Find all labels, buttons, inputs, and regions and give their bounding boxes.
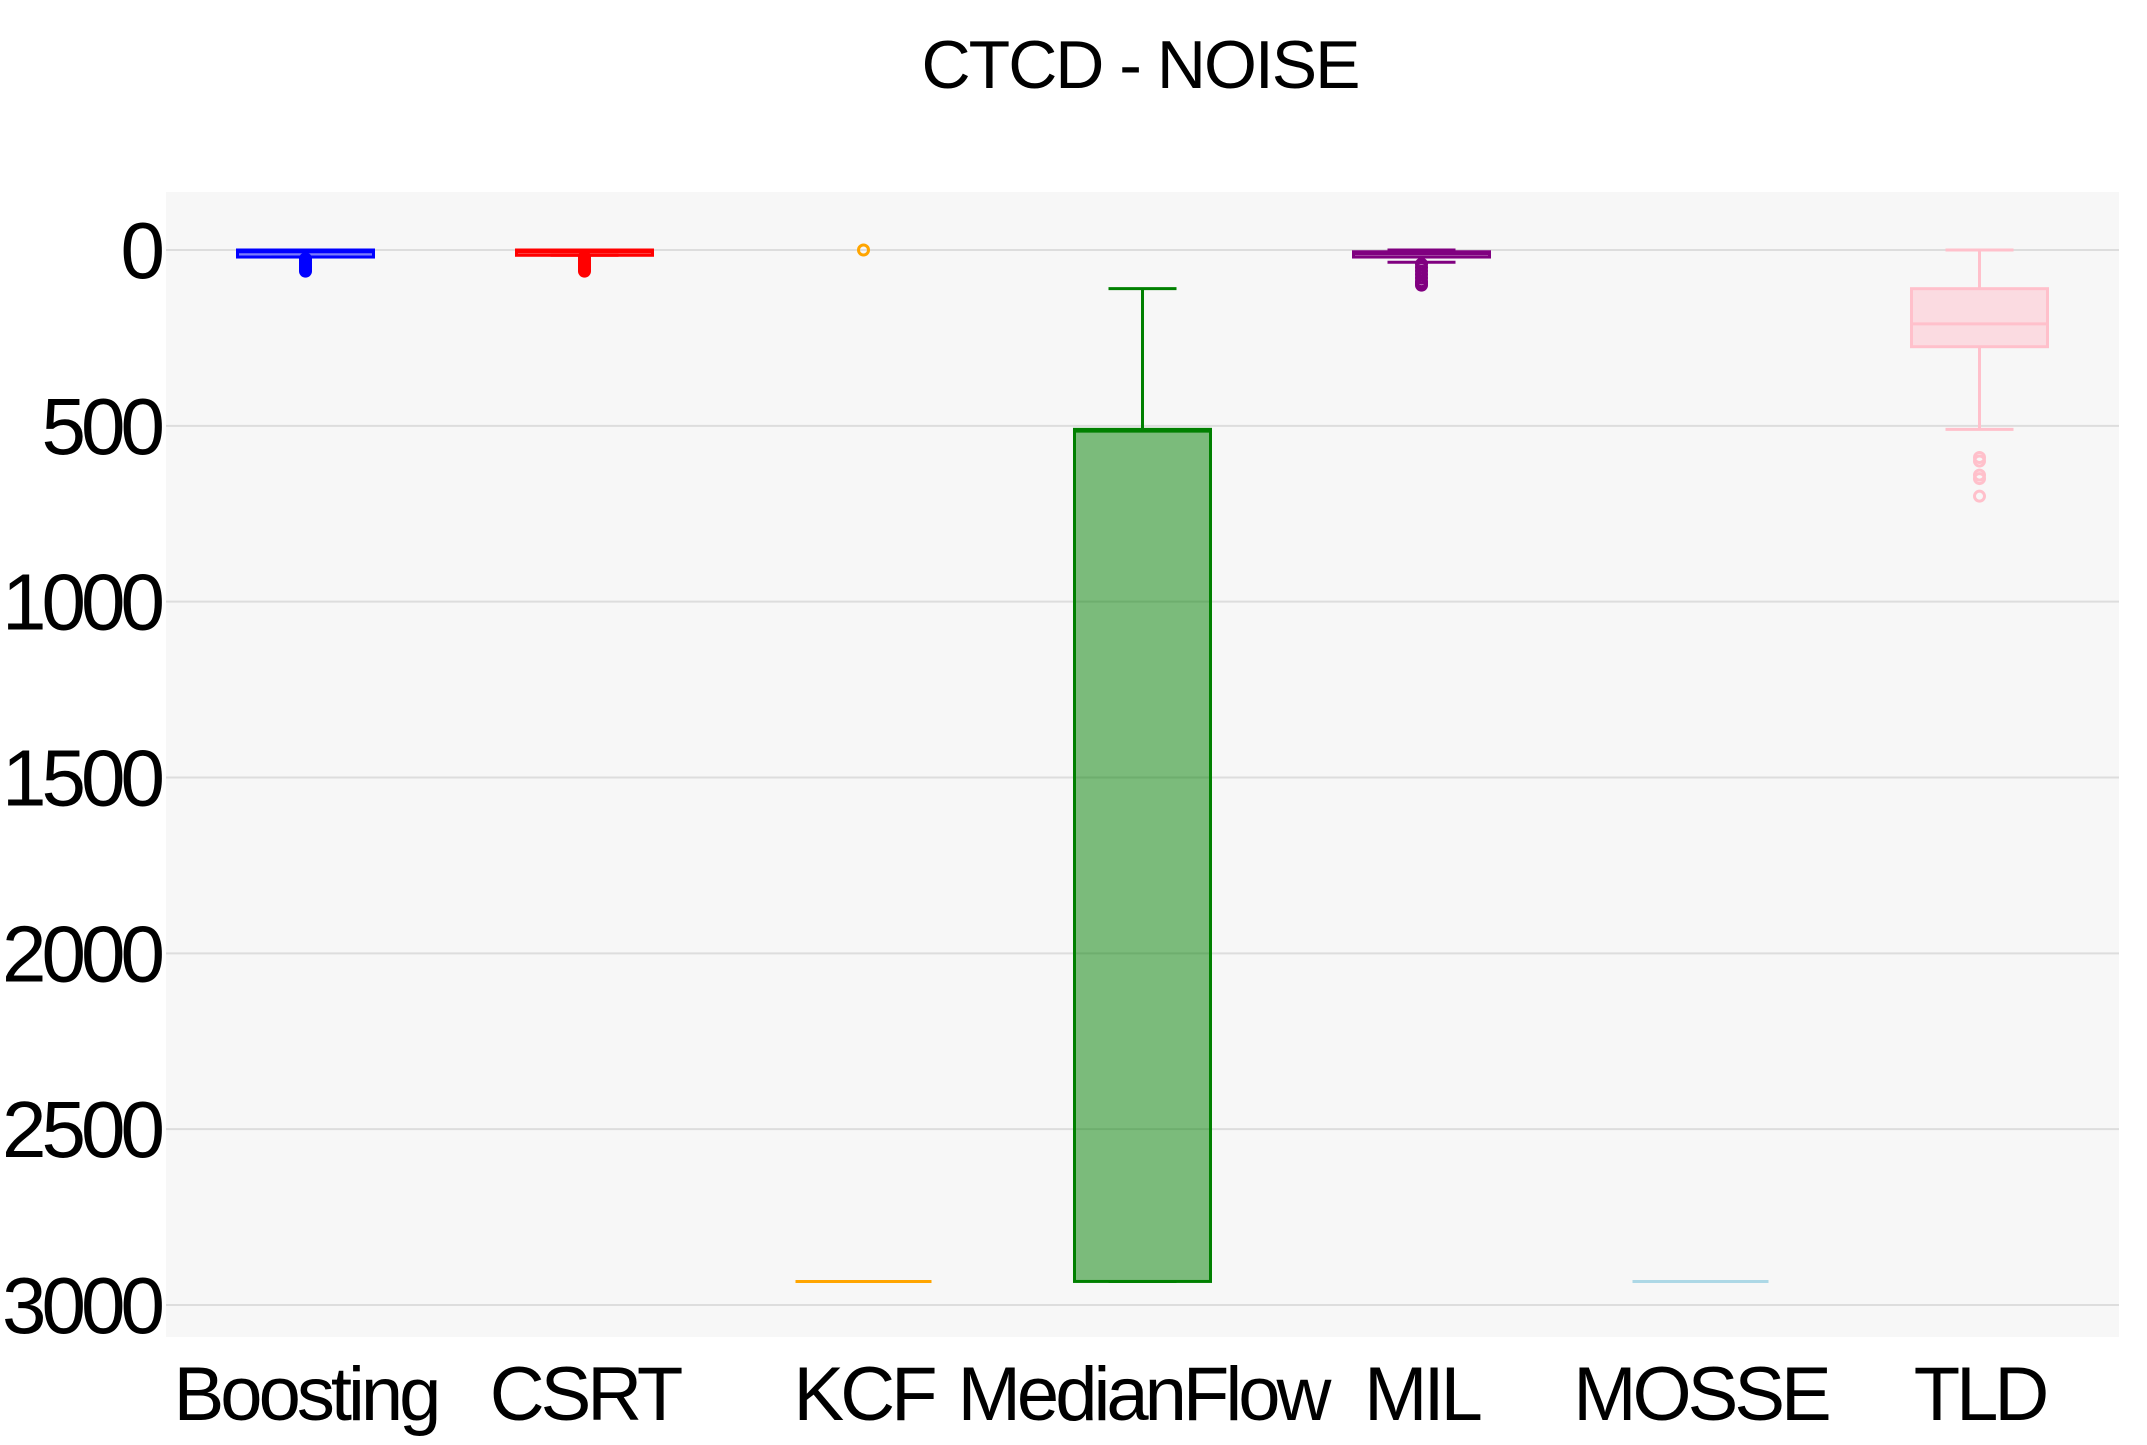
y-tick-label: 0: [121, 206, 163, 295]
y-tick-label: 3000: [2, 1261, 162, 1350]
box-csrt: [515, 248, 654, 278]
y-tick-label: 1000: [2, 558, 162, 647]
outlier-point: [578, 264, 591, 278]
box-medianflow: [1073, 287, 1212, 1283]
y-axis-ticks: 0 500 1000 1500 2000 2500 3000: [2, 206, 167, 1350]
x-tick-label: MedianFlow: [958, 1352, 1333, 1437]
box-tld: [1910, 248, 2049, 503]
box-iqr: [1910, 287, 2049, 349]
x-tick-label: MIL: [1364, 1352, 1480, 1437]
x-tick-label: MOSSE: [1573, 1352, 1829, 1437]
y-tick-label: 2000: [2, 909, 162, 998]
y-tick-label: 1500: [2, 734, 162, 823]
outlier-point: [857, 243, 870, 257]
x-tick-label: Boosting: [174, 1352, 438, 1437]
y-tick-label: 500: [42, 382, 163, 471]
outlier-point: [1973, 454, 1986, 468]
outlier-point: [299, 264, 312, 278]
outlier-point: [1973, 489, 1986, 503]
y-tick-label: 2500: [2, 1085, 162, 1174]
outlier-point: [1415, 278, 1428, 292]
x-tick-label: TLD: [1914, 1352, 2047, 1437]
x-axis-categories: Boosting CSRT KCF MedianFlow MIL MOSSE TLD: [174, 1352, 2051, 1437]
box-boosting: [236, 248, 375, 278]
chart-title: CTCD - NOISE: [922, 27, 1359, 103]
x-tick-label: KCF: [794, 1352, 936, 1437]
x-tick-label: CSRT: [490, 1352, 682, 1437]
box-series: [236, 243, 2049, 1283]
box-kcf: [795, 243, 932, 1283]
outlier-point: [1973, 472, 1986, 486]
box-mil: [1352, 248, 1491, 292]
box-iqr: [1073, 427, 1212, 1283]
